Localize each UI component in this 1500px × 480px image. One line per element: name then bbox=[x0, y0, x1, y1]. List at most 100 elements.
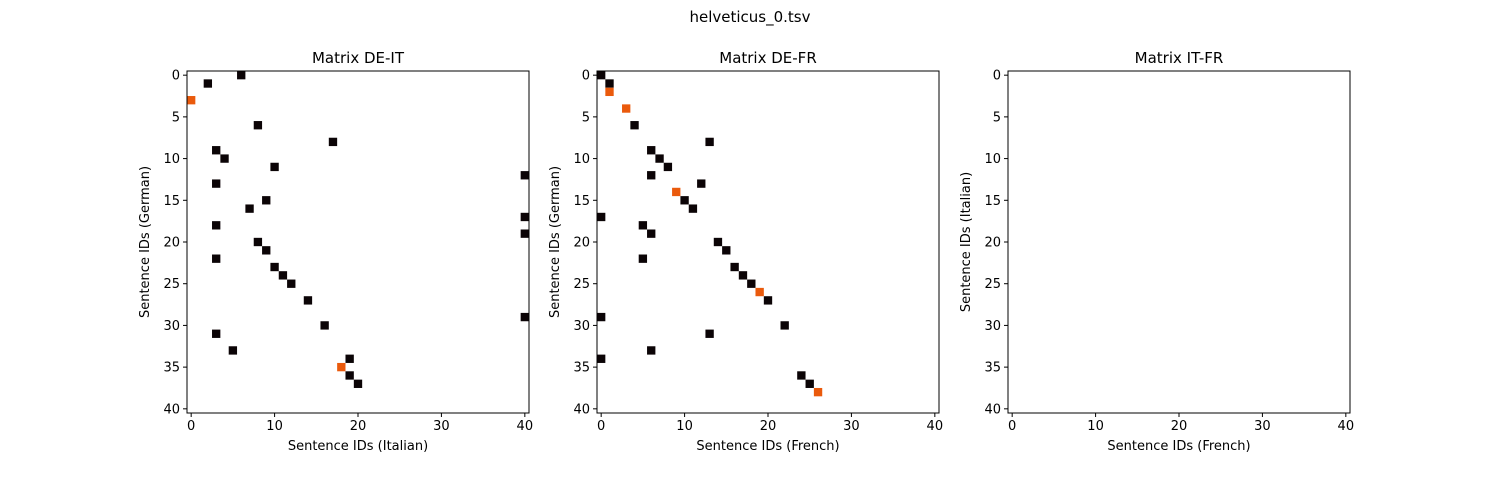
y-tick-label: 30 bbox=[984, 319, 1001, 334]
x-tick-label: 30 bbox=[843, 419, 860, 434]
heatmap-cell bbox=[253, 121, 263, 130]
heatmap-cell bbox=[688, 204, 698, 213]
x-tick-label: 0 bbox=[597, 419, 605, 434]
heatmap-cell bbox=[220, 154, 229, 163]
heatmap-cell bbox=[705, 329, 714, 338]
heatmap-cell bbox=[655, 154, 664, 163]
x-tick-label: 10 bbox=[1087, 419, 1104, 434]
heatmap-cell bbox=[287, 279, 296, 288]
y-tick-label: 35 bbox=[163, 361, 180, 376]
x-axis-label: Sentence IDs (French) bbox=[696, 439, 839, 454]
heatmap-cell bbox=[680, 196, 689, 205]
y-tick-label: 20 bbox=[163, 236, 180, 251]
subplot-title: Matrix DE-FR bbox=[719, 49, 817, 67]
x-tick-label: 40 bbox=[1338, 419, 1355, 434]
y-tick-label: 35 bbox=[573, 361, 590, 376]
heatmap-cell bbox=[597, 354, 606, 363]
y-tick-label: 20 bbox=[573, 236, 590, 251]
x-axis-label: Sentence IDs (Italian) bbox=[288, 439, 428, 454]
x-tick-label: 20 bbox=[350, 419, 367, 434]
heatmap-cell bbox=[647, 146, 656, 155]
heatmap-cell bbox=[353, 379, 363, 388]
heatmap-cell bbox=[278, 271, 288, 280]
y-tick-label: 30 bbox=[163, 319, 180, 334]
heatmap-cell bbox=[345, 354, 354, 363]
y-tick-label: 15 bbox=[573, 194, 590, 209]
heatmap-cell bbox=[320, 321, 329, 330]
y-tick-label: 35 bbox=[984, 361, 1001, 376]
heatmap-cell bbox=[672, 187, 681, 197]
y-tick-label: 40 bbox=[984, 402, 1001, 417]
heatmap-cell bbox=[345, 371, 354, 380]
heatmap-cell bbox=[647, 171, 656, 180]
x-tick-label: 0 bbox=[187, 419, 195, 434]
y-tick-label: 40 bbox=[573, 402, 590, 417]
y-tick-label: 0 bbox=[993, 69, 1001, 84]
subplot-1: 0 10 20 30 40 0 5 10 15 20 25 30 35 40 Matrix DE-IT Sen… bbox=[138, 49, 533, 454]
x-tick-label: 40 bbox=[927, 419, 944, 434]
heatmap-cell bbox=[597, 212, 606, 222]
y-tick-label: 10 bbox=[573, 152, 590, 167]
y-tick-label: 5 bbox=[582, 110, 590, 125]
x-tick-label: 0 bbox=[1008, 419, 1016, 434]
y-tick-label: 10 bbox=[163, 152, 180, 167]
heatmap-cell bbox=[270, 262, 279, 272]
heatmap-cell bbox=[597, 312, 606, 322]
heatmap-cell bbox=[520, 312, 529, 322]
heatmap-cell bbox=[780, 321, 789, 330]
heatmap-cell bbox=[730, 262, 739, 272]
heatmap-cell bbox=[228, 346, 238, 355]
plot-frame bbox=[186, 70, 530, 414]
heatmap-cell bbox=[270, 162, 279, 172]
heatmap-cell bbox=[203, 79, 213, 88]
heatmap-cell bbox=[237, 71, 246, 80]
subplot-3: 0 10 20 30 40 0 5 10 15 20 25 30 35 40 Matrix IT-FR Sen… bbox=[959, 49, 1354, 454]
subplots: 0 10 20 30 40 0 5 10 15 20 25 30 35 40 Matrix DE-IT Sen… bbox=[138, 49, 1354, 454]
heatmap-cell bbox=[647, 229, 656, 238]
heatmap-cell bbox=[520, 171, 529, 180]
heatmap-cell bbox=[187, 96, 196, 105]
y-tick-label: 20 bbox=[984, 236, 1001, 251]
plot-frame bbox=[596, 70, 940, 414]
x-tick-label: 20 bbox=[760, 419, 777, 434]
y-tick-label: 10 bbox=[984, 152, 1001, 167]
heatmap-cell bbox=[212, 254, 221, 263]
heatmap-cell bbox=[663, 162, 673, 172]
y-axis-label: Sentence IDs (Italian) bbox=[959, 172, 974, 312]
y-tick-label: 25 bbox=[984, 277, 1001, 292]
x-axis-label: Sentence IDs (French) bbox=[1107, 439, 1250, 454]
x-tick-label: 10 bbox=[676, 419, 693, 434]
heatmap-cell bbox=[328, 137, 338, 147]
subplot-2: 0 10 20 30 40 0 5 10 15 20 25 30 35 40 Matrix DE-FR Sen… bbox=[548, 49, 943, 454]
x-tick-label: 20 bbox=[1171, 419, 1188, 434]
heatmap-cell bbox=[722, 246, 731, 255]
heatmap-cell bbox=[747, 279, 756, 288]
y-axis-label: Sentence IDs (German) bbox=[548, 166, 563, 318]
heatmap-cell bbox=[813, 387, 823, 397]
subplot-title: Matrix IT-FR bbox=[1135, 49, 1224, 67]
figure-title: helveticus_0.tsv bbox=[689, 8, 810, 27]
heatmap-cell bbox=[638, 221, 648, 230]
heatmap-cell bbox=[520, 212, 529, 222]
heatmap-cell bbox=[212, 329, 221, 338]
heatmap-cell bbox=[763, 296, 773, 305]
heatmap-cell bbox=[738, 271, 748, 280]
heatmap-cell bbox=[262, 246, 271, 255]
y-tick-label: 0 bbox=[172, 69, 180, 84]
y-tick-label: 15 bbox=[163, 194, 180, 209]
heatmap-cell bbox=[245, 204, 254, 213]
heatmap-cell bbox=[605, 79, 614, 88]
heatmap-cell bbox=[262, 196, 271, 205]
heatmap-cell bbox=[337, 362, 346, 372]
heatmap-cell bbox=[697, 179, 706, 188]
heatmap-cell bbox=[212, 179, 221, 188]
heatmap-cell bbox=[647, 346, 656, 355]
heatmap-cell bbox=[797, 371, 806, 380]
y-tick-label: 0 bbox=[582, 69, 590, 84]
x-tick-label: 40 bbox=[517, 419, 534, 434]
heatmap-cell bbox=[622, 104, 631, 113]
heatmap-cell bbox=[303, 296, 313, 305]
x-tick-label: 30 bbox=[433, 419, 450, 434]
y-tick-label: 15 bbox=[984, 194, 1001, 209]
